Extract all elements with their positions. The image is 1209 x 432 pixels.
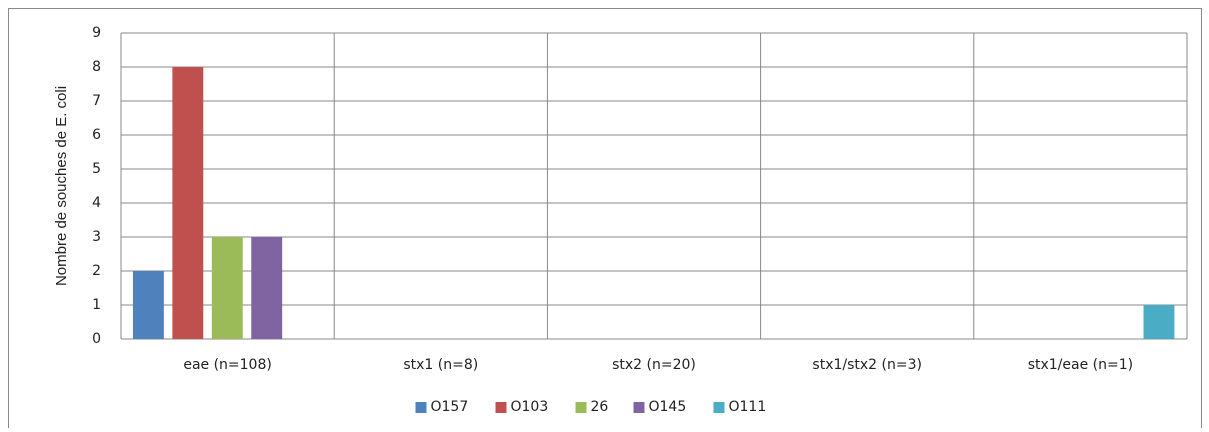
legend-swatch — [415, 402, 427, 413]
legend-label: O157 — [431, 399, 469, 415]
y-tick-label: 7 — [92, 93, 101, 109]
bar — [172, 67, 204, 339]
legend-swatch — [575, 402, 587, 413]
legend-label: 26 — [591, 399, 609, 415]
y-tick-label: 4 — [92, 195, 101, 211]
y-tick-label: 1 — [92, 297, 101, 313]
x-tick-label: stx1/eae (n=1) — [1028, 357, 1133, 373]
y-tick-label: 8 — [92, 59, 101, 75]
y-tick-label: 2 — [92, 263, 101, 279]
legend-swatch — [633, 402, 645, 413]
x-tick-label: eae (n=108) — [183, 357, 272, 373]
y-tick-label: 0 — [92, 331, 101, 347]
legend-swatch — [713, 402, 725, 413]
y-tick-label: 5 — [92, 161, 101, 177]
y-tick-label: 9 — [92, 25, 101, 41]
x-tick-label: stx1 (n=8) — [403, 357, 478, 373]
bar — [1143, 305, 1175, 339]
bar — [211, 237, 243, 339]
frame — [8, 8, 1202, 428]
x-tick-label: stx2 (n=20) — [612, 357, 696, 373]
bar — [132, 271, 164, 339]
x-tick-label: stx1/stx2 (n=3) — [812, 357, 922, 373]
bar — [251, 237, 283, 339]
y-tick-label: 6 — [92, 127, 101, 143]
legend-swatch — [495, 402, 507, 413]
legend-label: O111 — [729, 399, 767, 415]
legend-label: O145 — [649, 399, 687, 415]
y-axis-label: Nombre de souches de E. coli — [53, 86, 70, 286]
y-tick-label: 3 — [92, 229, 101, 245]
legend-label: O103 — [511, 399, 549, 415]
